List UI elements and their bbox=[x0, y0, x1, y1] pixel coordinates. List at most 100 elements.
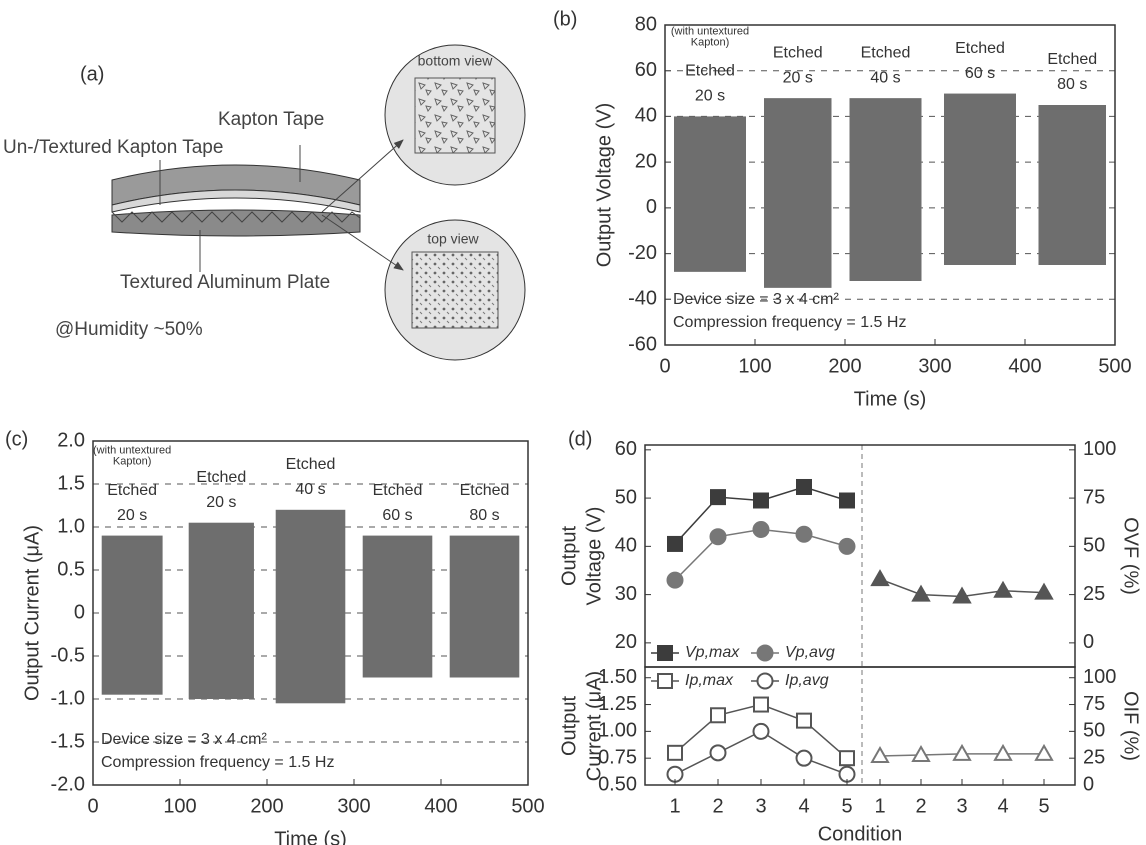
x-tick-label: 100 bbox=[163, 795, 196, 817]
marker bbox=[952, 586, 972, 604]
condition-label: 20 s bbox=[783, 69, 813, 86]
y-tick-label: 0 bbox=[1083, 631, 1094, 653]
panel-label: (a) bbox=[80, 63, 104, 85]
y-tick-label: 60 bbox=[635, 59, 657, 81]
condition-label: 20 s bbox=[206, 494, 236, 511]
signal-burst bbox=[944, 93, 1016, 265]
y-axis-label: Output bbox=[558, 526, 580, 586]
layer-label: Textured Aluminum Plate bbox=[120, 272, 330, 293]
view-label: top view bbox=[427, 231, 479, 247]
condition-label: Etched bbox=[286, 456, 336, 473]
signal-burst bbox=[674, 116, 746, 272]
series bbox=[667, 478, 855, 552]
series bbox=[666, 722, 856, 783]
condition-label: Etched bbox=[773, 44, 823, 61]
y-tick-label: 2.0 bbox=[57, 429, 85, 451]
series bbox=[870, 743, 1054, 764]
legend-label: Vp,avg bbox=[785, 644, 835, 661]
x-axis-label: Time (s) bbox=[854, 388, 927, 410]
signal-burst bbox=[275, 509, 346, 704]
y-tick-label: 1.50 bbox=[598, 666, 637, 688]
marker bbox=[870, 746, 890, 764]
y-tick-label: 0.50 bbox=[598, 773, 637, 795]
marker bbox=[709, 528, 727, 546]
marker bbox=[710, 489, 726, 506]
condition-note: Kapton) bbox=[113, 456, 152, 468]
marker bbox=[667, 744, 683, 761]
y-tick-label: 1.25 bbox=[598, 693, 637, 715]
signal-burst bbox=[449, 535, 520, 678]
legend-label: Vp,max bbox=[685, 644, 740, 661]
marker bbox=[667, 535, 683, 552]
x-tick-label: 3 bbox=[755, 795, 766, 817]
arrow bbox=[321, 139, 404, 213]
y2-axis-label: OIF (%) bbox=[1120, 691, 1142, 761]
marker bbox=[795, 525, 813, 543]
marker bbox=[752, 722, 770, 740]
view-label: bottom view bbox=[418, 53, 494, 69]
x-tick-label: 2 bbox=[915, 795, 926, 817]
marker bbox=[911, 744, 931, 762]
marker bbox=[1034, 582, 1054, 600]
layer-label: Kapton Tape bbox=[218, 109, 324, 130]
aluminum-plate bbox=[111, 209, 361, 237]
condition-label: Etched bbox=[460, 482, 510, 499]
y-tick-label: 60 bbox=[615, 438, 637, 460]
textured-layer bbox=[111, 189, 361, 213]
texture-teeth bbox=[111, 211, 361, 223]
condition-note: (with untextured bbox=[671, 25, 749, 37]
y-axis-label: Voltage (V) bbox=[583, 507, 605, 606]
x-tick-label: 3 bbox=[956, 795, 967, 817]
y-tick-label: 20 bbox=[635, 150, 657, 172]
y-tick-label: 75 bbox=[1083, 693, 1105, 715]
legend-marker bbox=[657, 673, 673, 689]
x-tick-label: 0 bbox=[659, 355, 670, 377]
x-tick-label: 5 bbox=[1038, 795, 1049, 817]
series bbox=[667, 696, 855, 767]
y-axis-label: Current (μA) bbox=[583, 671, 605, 781]
y2-axis-label: OVF (%) bbox=[1120, 517, 1142, 595]
legend-label: Ip,max bbox=[685, 672, 734, 689]
y-tick-label: 30 bbox=[615, 583, 637, 605]
condition-label: Etched bbox=[861, 44, 911, 61]
marker bbox=[752, 520, 770, 538]
series bbox=[870, 569, 1054, 604]
condition-label: 80 s bbox=[1057, 76, 1087, 93]
y-axis-label: Output bbox=[558, 696, 580, 756]
condition-label: Etched bbox=[107, 482, 157, 499]
signal-burst bbox=[764, 98, 832, 288]
condition-label: 20 s bbox=[695, 88, 725, 105]
legend-marker bbox=[756, 644, 774, 662]
annotation: Compression frequency = 1.5 Hz bbox=[673, 314, 906, 331]
y-tick-label: -0.5 bbox=[51, 644, 85, 666]
y-tick-label: 20 bbox=[615, 631, 637, 653]
y-tick-label: 100 bbox=[1083, 438, 1116, 460]
panel-label: (c) bbox=[5, 428, 28, 450]
x-tick-label: 500 bbox=[1098, 355, 1131, 377]
annotation: Compression frequency = 1.5 Hz bbox=[101, 754, 334, 771]
y-tick-label: -20 bbox=[628, 242, 657, 264]
marker bbox=[839, 750, 855, 767]
x-tick-label: 200 bbox=[250, 795, 283, 817]
marker bbox=[710, 707, 726, 724]
y-tick-label: 50 bbox=[1083, 720, 1105, 742]
x-axis-label: Time (s) bbox=[274, 828, 347, 845]
y-tick-label: 1.0 bbox=[57, 515, 85, 537]
panel-a: (a) bottom view Kapton Tape Un-/Textured… bbox=[3, 44, 526, 361]
series bbox=[666, 520, 856, 589]
y-tick-label: 25 bbox=[1083, 746, 1105, 768]
y-tick-label: 80 bbox=[635, 13, 657, 35]
legend-label: Ip,avg bbox=[785, 672, 829, 689]
bottom-view-texture bbox=[414, 77, 496, 154]
x-tick-label: 300 bbox=[918, 355, 951, 377]
condition-label: 40 s bbox=[870, 69, 900, 86]
legend-marker bbox=[756, 672, 774, 690]
plot-frame bbox=[664, 24, 1116, 346]
layer-label: Un-/Textured Kapton Tape bbox=[3, 137, 223, 158]
y-tick-label: 1.5 bbox=[57, 472, 85, 494]
panel-label: (d) bbox=[568, 428, 592, 450]
y-tick-label: 0 bbox=[1083, 773, 1094, 795]
marker bbox=[753, 696, 769, 713]
condition-label: Etched bbox=[955, 40, 1005, 57]
x-tick-label: 0 bbox=[87, 795, 98, 817]
